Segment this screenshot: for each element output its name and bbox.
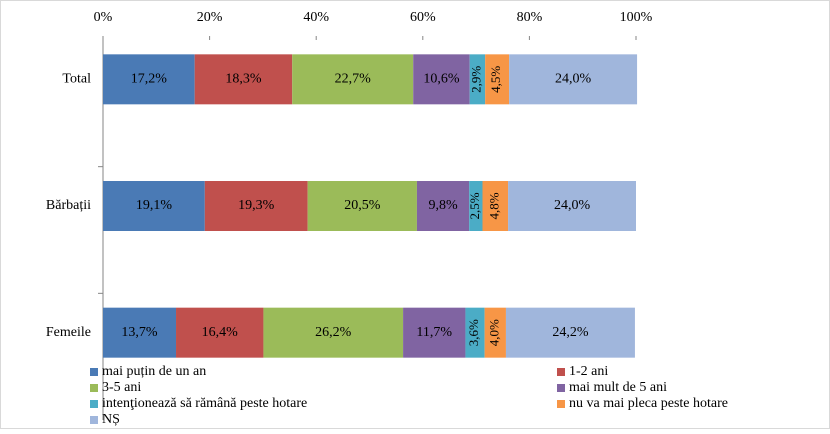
data-label: 24,0% bbox=[554, 198, 591, 213]
bar-segment bbox=[292, 54, 414, 105]
bar-segment bbox=[204, 181, 308, 231]
data-label: 26,2% bbox=[315, 325, 352, 340]
legend-label: mai mult de 5 ani bbox=[569, 380, 667, 395]
legend-label: 3-5 ani bbox=[102, 380, 141, 395]
bar-segment bbox=[509, 54, 638, 105]
data-label: 2,5% bbox=[467, 192, 482, 219]
x-tick-label: 20% bbox=[197, 10, 223, 25]
legend-swatch bbox=[90, 416, 98, 424]
bar-segment bbox=[505, 307, 635, 358]
data-label: 13,7% bbox=[121, 325, 158, 340]
legend-label: intenţionează să rămână peste hotare bbox=[102, 396, 307, 411]
legend-label: nu va mai pleca peste hotare bbox=[569, 396, 728, 411]
bar-segment bbox=[485, 54, 510, 105]
x-tick-label: 60% bbox=[410, 10, 436, 25]
data-label: 9,8% bbox=[428, 198, 458, 213]
data-label: 10,6% bbox=[423, 72, 460, 87]
data-label: 18,3% bbox=[225, 72, 262, 87]
data-label: 22,7% bbox=[335, 72, 372, 87]
data-label: 24,0% bbox=[555, 72, 592, 87]
bar-segment bbox=[484, 307, 506, 358]
bar-segment bbox=[307, 181, 417, 231]
bar-segment bbox=[469, 54, 486, 105]
bar-segment bbox=[469, 181, 483, 231]
bar-segment bbox=[103, 307, 177, 358]
bar-segment bbox=[482, 181, 509, 231]
legend-label: NȘ bbox=[102, 412, 120, 427]
y-tick-label: Femeile bbox=[46, 325, 91, 340]
data-label: 11,7% bbox=[416, 325, 452, 340]
data-label: 4,8% bbox=[486, 192, 501, 219]
bar-segment bbox=[416, 181, 470, 231]
bar-segment bbox=[176, 307, 264, 358]
data-label: 2,9% bbox=[468, 66, 483, 93]
legend-swatch bbox=[557, 384, 565, 392]
legend-swatch bbox=[90, 400, 98, 408]
x-tick-label: 40% bbox=[303, 10, 329, 25]
legend-label: mai puțin de un an bbox=[102, 364, 206, 379]
data-label: 16,4% bbox=[202, 325, 239, 340]
bar-segment bbox=[194, 54, 293, 105]
bar-segment bbox=[413, 54, 470, 105]
data-label: 19,3% bbox=[238, 198, 275, 213]
legend-swatch bbox=[90, 368, 98, 376]
data-label: 4,0% bbox=[486, 319, 501, 346]
data-label: 24,2% bbox=[552, 325, 589, 340]
data-label: 4,5% bbox=[488, 66, 503, 93]
x-tick-label: 80% bbox=[517, 10, 543, 25]
data-label: 3,6% bbox=[466, 319, 481, 346]
bar-segment bbox=[103, 181, 205, 231]
data-label: 20,5% bbox=[344, 198, 381, 213]
bar-segment bbox=[403, 307, 466, 358]
bar-segment bbox=[103, 54, 195, 105]
x-tick-label: 100% bbox=[620, 10, 653, 25]
y-tick-label: Total bbox=[62, 72, 91, 87]
x-tick-label: 0% bbox=[94, 10, 113, 25]
data-label: 17,2% bbox=[131, 72, 168, 87]
legend-swatch bbox=[557, 400, 565, 408]
bar-segment bbox=[263, 307, 404, 358]
legend-swatch bbox=[90, 384, 98, 392]
data-label: 19,1% bbox=[136, 198, 173, 213]
y-tick-label: Bărbații bbox=[46, 198, 91, 213]
legend-label: 1-2 ani bbox=[569, 364, 608, 379]
bar-segment bbox=[508, 181, 636, 231]
legend-swatch bbox=[557, 368, 565, 376]
bar-segment bbox=[465, 307, 485, 358]
